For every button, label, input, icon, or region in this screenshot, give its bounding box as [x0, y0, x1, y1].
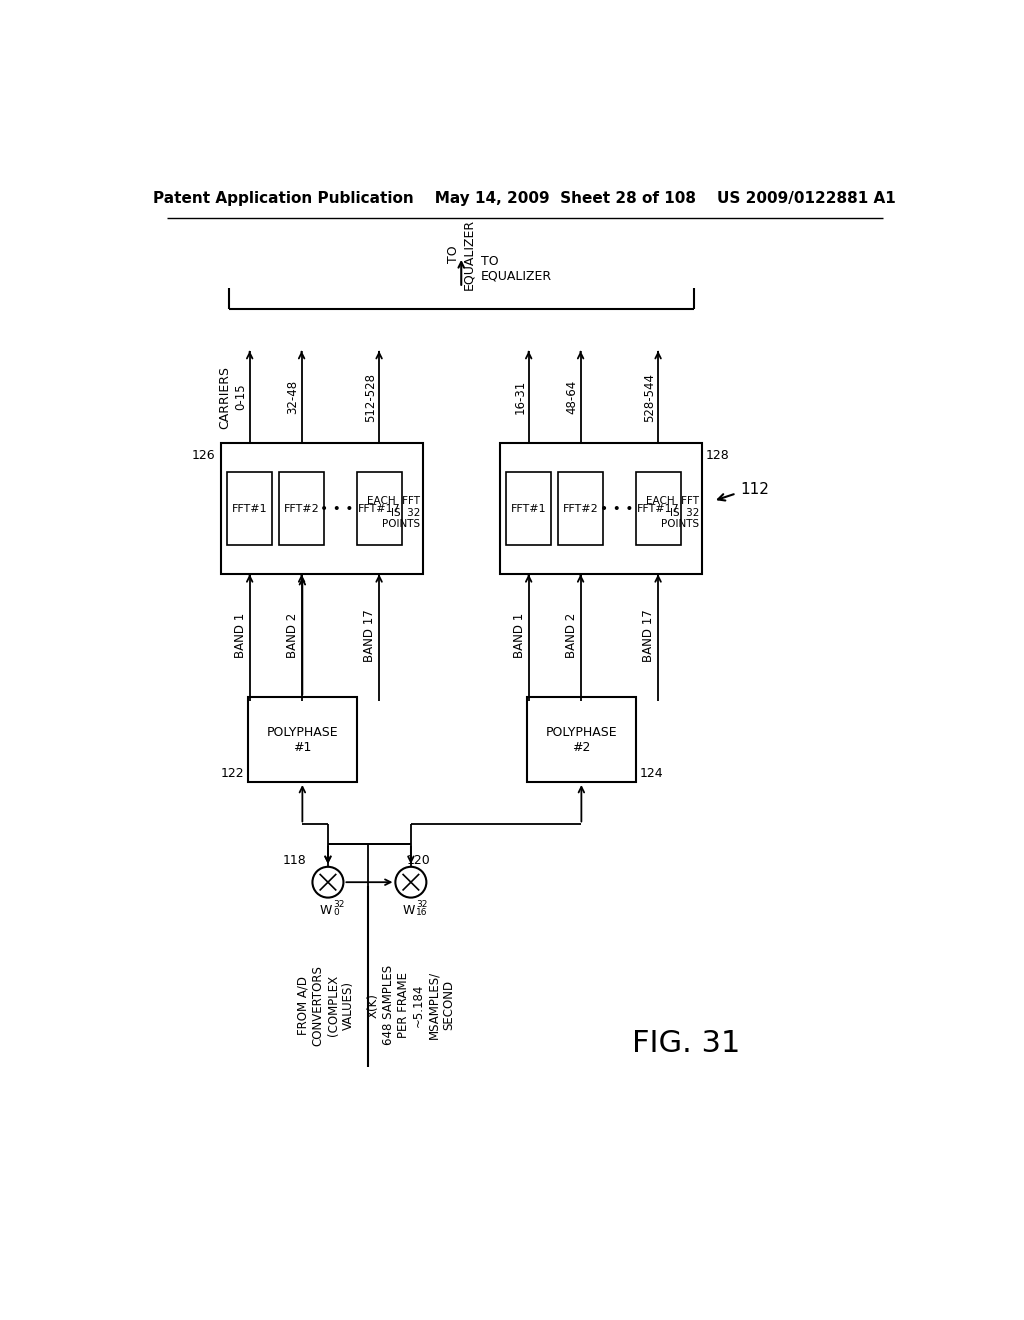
- Text: 118: 118: [283, 854, 306, 867]
- Text: 128: 128: [706, 449, 729, 462]
- Text: EACH  FFT
IS  32
POINTS: EACH FFT IS 32 POINTS: [646, 496, 699, 529]
- Bar: [506, 473, 551, 545]
- Text: FIG. 31: FIG. 31: [632, 1030, 740, 1059]
- Text: BAND 2: BAND 2: [565, 614, 578, 659]
- Bar: [558, 473, 603, 545]
- Text: FFT#17: FFT#17: [637, 504, 680, 513]
- Text: 528-544: 528-544: [643, 372, 656, 421]
- Text: W: W: [319, 904, 332, 917]
- Bar: [636, 473, 681, 545]
- Text: POLYPHASE
#1: POLYPHASE #1: [266, 726, 338, 754]
- Text: W: W: [402, 904, 415, 917]
- Text: • • •: • • •: [321, 502, 354, 516]
- Text: 512-528: 512-528: [365, 372, 377, 421]
- Text: FFT#1: FFT#1: [511, 504, 547, 513]
- Text: 16-31: 16-31: [514, 380, 526, 414]
- Text: 122: 122: [220, 767, 245, 780]
- Text: POLYPHASE
#2: POLYPHASE #2: [546, 726, 617, 754]
- Text: FFT#2: FFT#2: [563, 504, 598, 513]
- Bar: [500, 444, 701, 574]
- Text: BAND 17: BAND 17: [642, 610, 655, 663]
- Text: 112: 112: [740, 482, 769, 498]
- Text: Patent Application Publication    May 14, 2009  Sheet 28 of 108    US 2009/01228: Patent Application Publication May 14, 2…: [154, 191, 896, 206]
- Text: FFT#17: FFT#17: [357, 504, 400, 513]
- Text: TO
EQUALIZER: TO EQUALIZER: [447, 219, 475, 290]
- Text: BAND 2: BAND 2: [286, 614, 299, 659]
- Text: 124: 124: [640, 767, 664, 780]
- Text: FFT#2: FFT#2: [284, 504, 319, 513]
- Bar: [248, 697, 356, 781]
- Text: BAND 17: BAND 17: [364, 610, 376, 663]
- Text: BAND 1: BAND 1: [513, 614, 526, 659]
- Text: EACH  FFT
IS  32
POINTS: EACH FFT IS 32 POINTS: [368, 496, 420, 529]
- Text: BAND 1: BAND 1: [233, 614, 247, 659]
- Bar: [356, 473, 401, 545]
- Text: • • •: • • •: [599, 502, 633, 516]
- Text: 48-64: 48-64: [565, 380, 579, 414]
- Bar: [280, 473, 324, 545]
- Text: TO
EQUALIZER: TO EQUALIZER: [480, 255, 552, 282]
- Bar: [227, 473, 272, 545]
- Text: 126: 126: [191, 449, 215, 462]
- Text: CARRIERS: CARRIERS: [218, 366, 231, 429]
- Bar: [221, 444, 423, 574]
- Text: 32-48: 32-48: [287, 380, 300, 414]
- Text: FROM A/D
CONVERTORS
(COMPLEX
VALUES): FROM A/D CONVERTORS (COMPLEX VALUES): [297, 965, 354, 1045]
- Text: 16: 16: [417, 908, 428, 916]
- Text: 0-15: 0-15: [234, 384, 248, 411]
- Text: 32: 32: [334, 900, 345, 909]
- Text: 120: 120: [407, 854, 431, 867]
- Text: 0: 0: [334, 908, 339, 916]
- Text: 32: 32: [417, 900, 428, 909]
- Text: X(K)
648 SAMPLES
PER FRAME
~5.184
MSAMPLES/
SECOND: X(K) 648 SAMPLES PER FRAME ~5.184 MSAMPL…: [367, 965, 455, 1045]
- Text: FFT#1: FFT#1: [231, 504, 267, 513]
- Bar: [527, 697, 636, 781]
